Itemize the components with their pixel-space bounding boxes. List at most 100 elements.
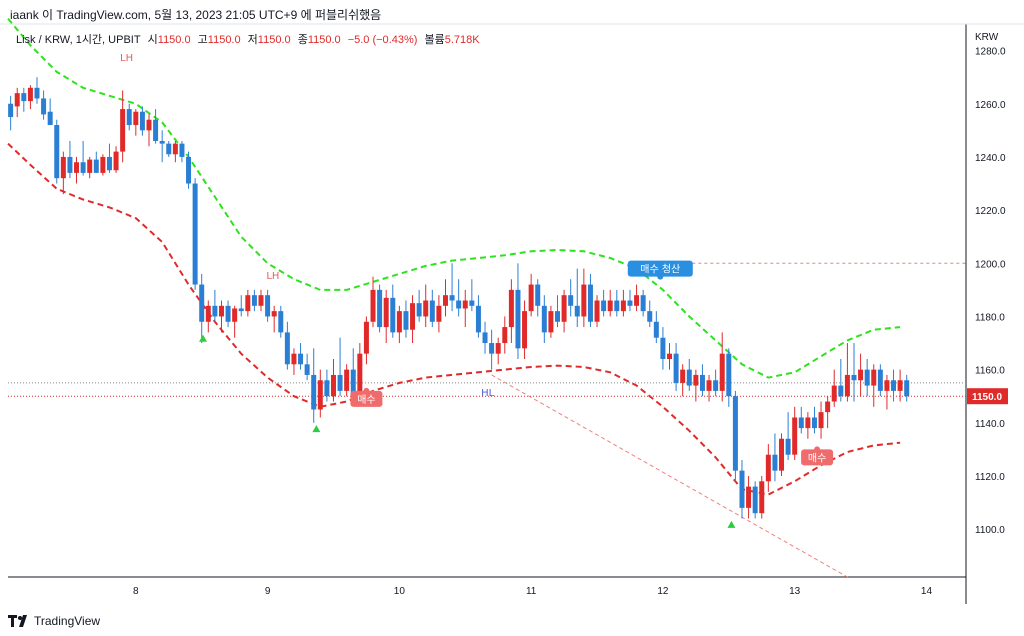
candle xyxy=(199,273,205,344)
candle-body xyxy=(620,300,626,312)
candle xyxy=(212,289,218,322)
candle xyxy=(87,156,93,179)
candle xyxy=(765,444,771,492)
pivot-label: HL xyxy=(481,388,495,399)
candle xyxy=(851,343,857,402)
candle xyxy=(818,401,824,439)
upper-band-line xyxy=(7,18,901,379)
candle xyxy=(719,332,725,402)
badge-background xyxy=(350,390,383,407)
candle xyxy=(54,119,60,184)
candle xyxy=(396,305,402,344)
candle-body xyxy=(133,111,139,126)
candle-body xyxy=(522,311,528,349)
candle xyxy=(146,114,152,147)
candle xyxy=(752,481,758,519)
brand-name: TradingView xyxy=(34,614,101,628)
candle xyxy=(291,348,297,375)
candle xyxy=(864,358,870,397)
candle-body xyxy=(34,87,40,99)
candle-body xyxy=(429,300,435,322)
candle-body xyxy=(14,93,20,107)
candle-body xyxy=(772,454,778,471)
candle xyxy=(265,289,271,322)
x-tick-label: 11 xyxy=(526,586,537,597)
candle-body xyxy=(726,353,732,397)
candle-body xyxy=(27,87,33,102)
candle xyxy=(844,343,850,402)
candle xyxy=(587,273,593,328)
y-tick-label: 1280.0 xyxy=(975,47,1006,58)
candle xyxy=(699,364,705,397)
candle-body xyxy=(317,380,323,410)
symbol-name: Lisk / KRW, 1시간, UPBIT xyxy=(16,34,141,46)
volume-value: 5.718K xyxy=(444,34,480,46)
pivot-label: LH xyxy=(266,271,279,282)
candle-body xyxy=(640,295,646,312)
candle xyxy=(811,406,817,434)
x-tick-label: 12 xyxy=(657,586,669,597)
low-label: 저 xyxy=(247,34,258,46)
candle xyxy=(298,343,304,370)
candle xyxy=(825,396,831,429)
candle xyxy=(205,300,211,333)
candle-body xyxy=(403,311,409,330)
candle-body xyxy=(634,295,640,306)
candle xyxy=(561,289,567,333)
candle-body xyxy=(67,156,73,173)
change-value: −5.0 (−0.43%) xyxy=(347,34,418,46)
candle xyxy=(80,140,86,176)
candle xyxy=(317,369,323,418)
candle xyxy=(311,348,317,423)
candle xyxy=(74,156,80,184)
badge-text: 매수 xyxy=(357,394,375,406)
candle-body xyxy=(660,337,666,359)
candle-body xyxy=(686,369,692,386)
candle-body xyxy=(792,417,798,455)
buy-signal-badge: 매수 xyxy=(801,446,834,466)
tradingview-brand[interactable]: TradingView xyxy=(8,612,100,630)
candle xyxy=(126,103,132,131)
candle-body xyxy=(291,353,297,365)
candle-body xyxy=(574,305,580,317)
candle-body xyxy=(172,143,178,155)
badge-anchor xyxy=(814,446,821,453)
candle xyxy=(554,295,560,328)
candle xyxy=(238,295,244,317)
candle xyxy=(732,390,738,482)
candle-body xyxy=(647,311,653,322)
candle xyxy=(218,300,224,333)
candle xyxy=(27,85,33,110)
candle-body xyxy=(891,380,897,391)
candle-body xyxy=(192,183,198,285)
x-tick-label: 10 xyxy=(394,586,406,597)
candle xyxy=(179,140,185,163)
candle-body xyxy=(357,353,363,394)
candle xyxy=(403,300,409,338)
candle xyxy=(772,433,778,482)
candle xyxy=(667,343,673,370)
candle-body xyxy=(475,305,481,333)
candle-body xyxy=(627,300,633,306)
candle-body xyxy=(363,321,369,354)
candle-body xyxy=(548,311,554,333)
candle-body xyxy=(258,295,264,306)
candle-body xyxy=(383,297,389,328)
signal-triangle-icon xyxy=(199,334,208,342)
candle xyxy=(680,364,686,397)
candle xyxy=(21,87,27,112)
pivot-label: LH xyxy=(120,53,133,64)
candle xyxy=(495,337,501,365)
candle-body xyxy=(785,438,791,455)
badge-background xyxy=(627,260,693,277)
candle xyxy=(251,289,257,312)
candle-body xyxy=(601,300,607,312)
candle xyxy=(271,305,277,333)
candle xyxy=(370,276,376,328)
candle xyxy=(258,289,264,312)
publish-info: iaank 이 TradingView.com, 5월 13, 2023 21:… xyxy=(10,8,382,22)
candle xyxy=(377,284,383,333)
candle-body xyxy=(245,295,251,312)
